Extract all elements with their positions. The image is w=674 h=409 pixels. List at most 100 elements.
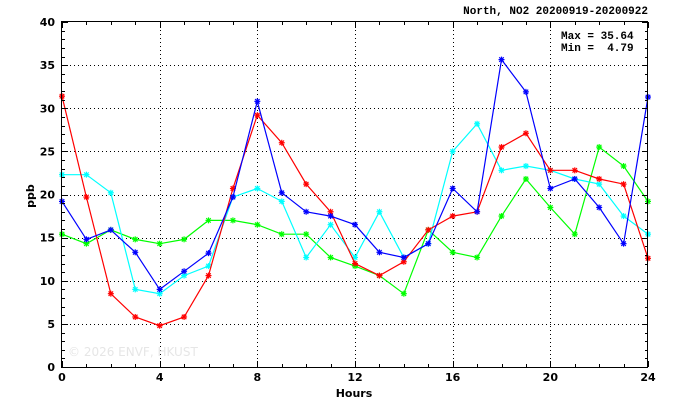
data-point xyxy=(278,198,285,205)
data-point xyxy=(620,163,627,170)
data-point xyxy=(400,290,407,297)
data-point xyxy=(620,240,627,247)
data-point xyxy=(620,213,627,220)
data-point xyxy=(449,185,456,192)
axis-ticks: 0 4 8 12 16 20 24 0 5 10 15 20 25 30 35 40 xyxy=(40,16,656,384)
data-point xyxy=(571,175,578,182)
y-tick-label: 25 xyxy=(40,145,55,158)
data-point xyxy=(352,260,358,267)
data-point xyxy=(132,236,139,243)
data-point xyxy=(205,263,212,270)
data-point xyxy=(181,268,188,275)
grid-lines xyxy=(62,22,648,367)
stats-max: Max = 35.64 xyxy=(561,31,634,43)
data-point xyxy=(132,249,139,256)
data-point xyxy=(498,56,505,63)
x-axis-label: Hours xyxy=(336,387,373,400)
data-point xyxy=(547,185,554,192)
data-point xyxy=(571,231,578,238)
data-point xyxy=(303,208,310,215)
data-point xyxy=(474,120,481,127)
data-point xyxy=(107,290,114,297)
x-tick-label: 12 xyxy=(347,371,362,384)
y-tick-label: 40 xyxy=(40,16,56,29)
stats-min: Min = 4.79 xyxy=(561,43,634,55)
data-point xyxy=(547,167,554,174)
data-point xyxy=(132,286,139,293)
data-point xyxy=(156,240,163,247)
data-point xyxy=(327,254,334,261)
data-point xyxy=(181,313,188,320)
series-4 xyxy=(59,144,651,297)
data-point xyxy=(596,204,603,211)
data-point xyxy=(303,231,310,238)
data-point xyxy=(205,272,212,279)
data-point xyxy=(181,236,188,243)
data-point xyxy=(303,181,310,188)
data-point xyxy=(596,175,603,182)
data-point xyxy=(205,217,212,224)
data-point xyxy=(254,221,261,228)
data-point xyxy=(498,144,505,151)
data-point xyxy=(425,226,432,233)
series-group xyxy=(59,56,651,329)
data-point xyxy=(376,249,383,256)
data-point xyxy=(156,322,163,329)
data-point xyxy=(156,286,163,293)
data-point xyxy=(376,208,383,215)
y-tick-label: 0 xyxy=(47,361,55,374)
data-point xyxy=(352,221,358,228)
data-point xyxy=(474,208,481,215)
data-point xyxy=(132,313,139,320)
data-point xyxy=(156,290,163,297)
data-point xyxy=(278,189,285,196)
data-point xyxy=(83,171,90,178)
plot-frame xyxy=(61,21,648,368)
data-point xyxy=(425,240,432,247)
data-point xyxy=(547,204,554,211)
data-point xyxy=(181,272,188,279)
x-tick-label: 8 xyxy=(254,371,262,384)
y-tick-label: 30 xyxy=(40,102,56,115)
data-point xyxy=(596,181,603,188)
data-point xyxy=(449,148,456,155)
data-point xyxy=(522,130,529,137)
data-point xyxy=(229,217,236,224)
data-point xyxy=(522,88,529,95)
data-point xyxy=(205,250,212,257)
data-point xyxy=(449,213,456,220)
data-point xyxy=(229,194,236,201)
data-point xyxy=(278,231,285,238)
data-point xyxy=(83,194,90,201)
x-tick-label: 0 xyxy=(58,371,66,384)
x-tick-label: 24 xyxy=(640,371,656,384)
data-point xyxy=(254,112,261,119)
data-point xyxy=(327,221,334,228)
data-point xyxy=(303,254,310,261)
data-point xyxy=(400,254,407,261)
y-tick-label: 5 xyxy=(47,318,55,331)
series-2 xyxy=(59,56,651,293)
y-tick-label: 35 xyxy=(40,59,55,72)
data-point xyxy=(278,139,285,146)
data-point xyxy=(449,249,456,256)
data-point xyxy=(83,236,90,243)
y-tick-label: 15 xyxy=(40,232,55,245)
y-tick-label: 20 xyxy=(40,189,56,202)
data-point xyxy=(107,189,114,196)
x-tick-label: 16 xyxy=(445,371,461,384)
data-point xyxy=(498,213,505,220)
chart-title: North, NO2 20200919-20200922 xyxy=(463,6,648,18)
data-point xyxy=(620,181,627,188)
y-axis-label: ppb xyxy=(24,184,37,208)
data-point xyxy=(498,167,505,174)
x-tick-label: 4 xyxy=(156,371,164,384)
data-point xyxy=(327,213,334,220)
data-point xyxy=(522,163,529,170)
data-point xyxy=(522,175,529,182)
data-point xyxy=(376,272,383,279)
y-tick-label: 10 xyxy=(40,275,56,288)
watermark: © 2026 ENVF, HKUST xyxy=(68,345,198,359)
